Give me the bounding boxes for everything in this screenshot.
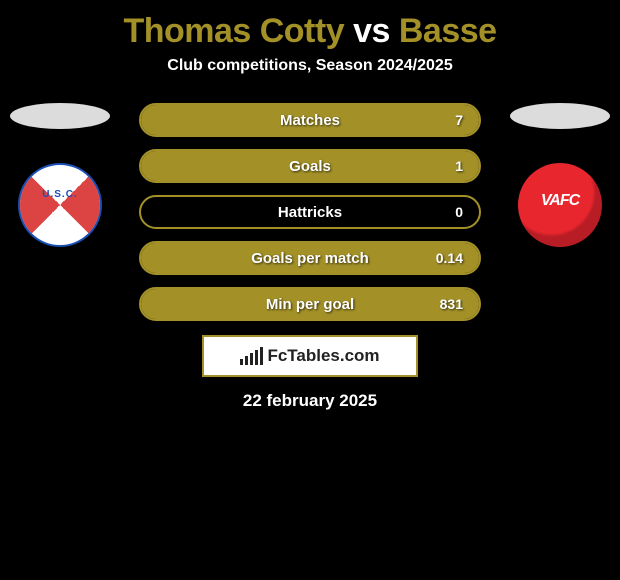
stat-row: Goals 1 (139, 149, 481, 183)
stat-label: Hattricks (278, 204, 342, 221)
stat-row: Goals per match 0.14 (139, 241, 481, 275)
brand-text: FcTables.com (267, 346, 379, 366)
stat-label: Goals per match (251, 250, 369, 267)
right-club-abbrev: VAFC (518, 192, 602, 210)
brand-box: FcTables.com (202, 335, 418, 377)
page-title: Thomas Cotty vs Basse (0, 0, 620, 57)
left-club-logo: U.S.C. (18, 163, 102, 247)
stat-row: Min per goal 831 (139, 287, 481, 321)
player-silhouette-placeholder (510, 103, 610, 129)
logo-accent (18, 163, 102, 247)
left-player-badge: U.S.C. (10, 103, 110, 243)
bar-icon-bar (245, 356, 248, 365)
stat-right-value: 7 (455, 112, 463, 128)
stat-label: Min per goal (266, 296, 354, 313)
stat-label: Goals (289, 158, 331, 175)
bar-icon-bar (250, 353, 253, 365)
date-label: 22 february 2025 (0, 391, 620, 411)
bar-icon-bar (240, 359, 243, 365)
stats-area: U.S.C. VAFC Matches 7 Goals 1 Hattricks 0 Goal… (0, 103, 620, 321)
brand-box-inner: FcTables.com (204, 337, 416, 375)
stat-right-value: 831 (440, 296, 463, 312)
stat-right-value: 1 (455, 158, 463, 174)
stat-row: Matches 7 (139, 103, 481, 137)
player1-name: Thomas Cotty (123, 12, 344, 50)
stat-row: Hattricks 0 (139, 195, 481, 229)
stat-label: Matches (280, 112, 340, 129)
right-club-logo: VAFC (518, 163, 602, 247)
vs-label: vs (353, 12, 390, 50)
right-player-badge: VAFC (510, 103, 610, 243)
player-silhouette-placeholder (10, 103, 110, 129)
left-club-abbrev: U.S.C. (20, 189, 100, 200)
comparison-infographic: Thomas Cotty vs Basse Club competitions,… (0, 0, 620, 411)
player2-name: Basse (399, 12, 497, 50)
bar-icon-bar (260, 347, 263, 365)
subtitle: Club competitions, Season 2024/2025 (0, 57, 620, 75)
stat-right-value: 0.14 (436, 250, 463, 266)
bar-icon-bar (255, 350, 258, 365)
chart-icon (240, 347, 263, 365)
stat-right-value: 0 (455, 204, 463, 220)
